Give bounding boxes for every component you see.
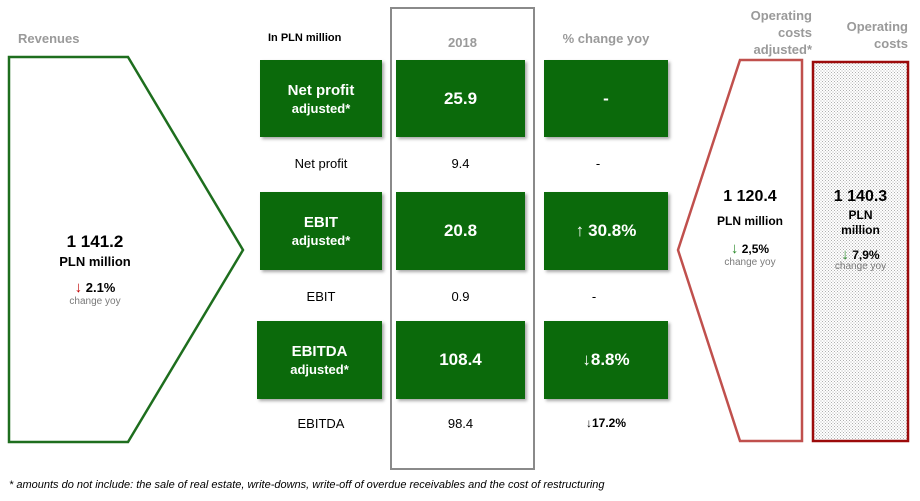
ebit-change: - — [591, 289, 597, 304]
net-profit-adjusted-change: - — [544, 60, 668, 137]
arrow-down-icon: ↓ — [730, 240, 739, 257]
ebitda-adjusted-label: EBITDA adjusted* — [257, 321, 382, 399]
opcost-adjusted-unit: PLN million — [717, 214, 783, 228]
opcost-block: 1 140.3 PLN million ↓ 7,9% change yoy — [813, 188, 908, 272]
change-header: % change yoy — [562, 31, 650, 46]
opcost-adjusted-header: Operating costs adjusted* — [750, 8, 812, 57]
revenues-change-value: 2.1% — [85, 280, 116, 295]
opcost-adjusted-change: ↓ 2,5% — [730, 240, 770, 257]
revenues-change-label: change yoy — [69, 296, 121, 307]
net-profit-adjusted-label: Net profit adjusted* — [260, 60, 382, 137]
year-header: 2018 — [448, 35, 477, 50]
revenues-block: 1 141.2 PLN million ↓ 2.1% change yoy — [30, 232, 160, 307]
net-profit-adjusted-value: 25.9 — [396, 60, 525, 137]
ebit-label: EBIT — [306, 289, 336, 304]
revenues-unit: PLN million — [59, 254, 131, 269]
ebitda-value: 98.4 — [447, 416, 474, 431]
opcost-unit: PLN million — [841, 208, 880, 237]
opcost-change-label: change yoy — [834, 261, 887, 272]
ebitda-label: EBITDA — [297, 416, 345, 431]
arrow-down-icon: ↓ — [841, 246, 849, 263]
ebitda-adjusted-change: ↓ 8.8% — [544, 321, 668, 399]
opcost-adjusted-value: 1 120.4 — [723, 188, 777, 205]
ebitda-adjusted-value: 108.4 — [396, 321, 525, 399]
revenues-value: 1 141.2 — [66, 232, 124, 251]
opcost-value: 1 140.3 — [833, 188, 888, 205]
revenues-header: Revenues — [18, 31, 80, 46]
arrow-down-icon: ↓ — [582, 350, 591, 369]
revenues-change: ↓ 2.1% — [30, 279, 160, 296]
ebitda-change: ↓17.2% — [585, 416, 627, 430]
unit-header: In PLN million — [268, 32, 342, 44]
footnote: * amounts do not include: the sale of re… — [9, 479, 605, 491]
arrow-down-icon: ↓ — [585, 416, 592, 430]
ebit-adjusted-label: EBIT adjusted* — [260, 192, 382, 270]
net-profit-value: 9.4 — [451, 156, 470, 171]
arrow-up-icon: ↑ — [575, 221, 585, 240]
opcost-adjusted-block: 1 120.4 PLN million ↓ 2,5% change yoy — [700, 188, 800, 268]
ebit-adjusted-value: 20.8 — [396, 192, 525, 270]
ebit-value: 0.9 — [451, 289, 470, 304]
net-profit-label: Net profit — [294, 156, 348, 171]
opcost-adjusted-change-label: change yoy — [724, 257, 776, 268]
net-profit-change: - — [595, 156, 601, 171]
arrow-down-icon: ↓ — [74, 279, 83, 296]
ebit-adjusted-change: ↑ 30.8% — [544, 192, 668, 270]
opcost-header: Operating costs — [846, 19, 908, 51]
opcost-change: ↓ 7,9% — [841, 246, 880, 263]
